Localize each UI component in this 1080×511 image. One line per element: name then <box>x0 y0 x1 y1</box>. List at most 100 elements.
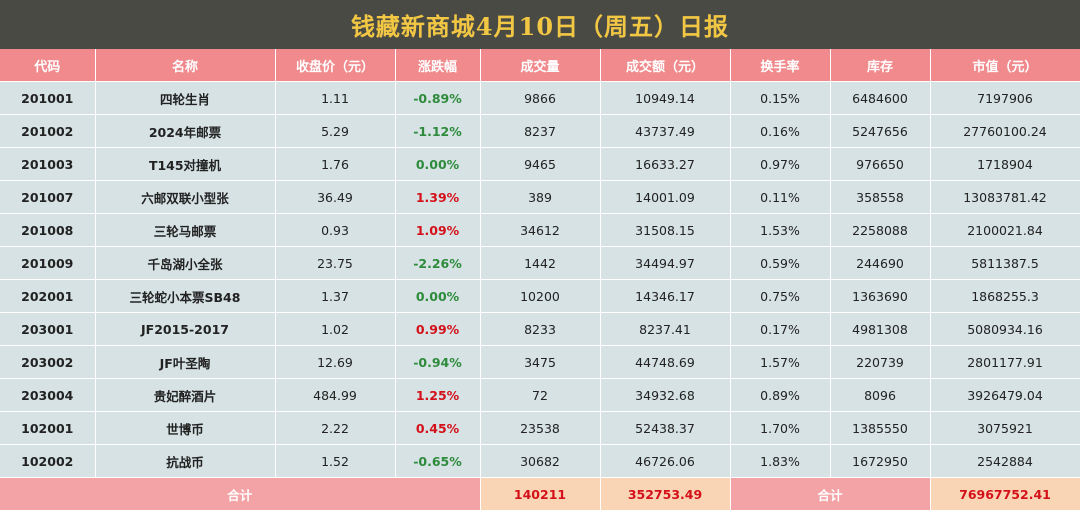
cell-name: T145对撞机 <box>95 147 276 181</box>
table-body: 201001 四轮生肖 1.11 -0.89% 9866 10949.14 0.15% 648… <box>0 81 1080 478</box>
cell-cap: 13083781.42 <box>930 180 1080 214</box>
cell-close: 484.99 <box>275 378 396 412</box>
cell-close: 2.22 <box>275 411 396 445</box>
cell-stock: 4981308 <box>830 312 931 346</box>
cell-stock: 2258088 <box>830 213 931 247</box>
header-turnover: 换手率 <box>730 49 831 82</box>
cell-volume: 23538 <box>480 411 601 445</box>
cell-volume: 8237 <box>480 114 601 148</box>
header-close: 收盘价（元） <box>275 49 396 82</box>
header-name: 名称 <box>95 49 276 82</box>
table-row: 201001 四轮生肖 1.11 -0.89% 9866 10949.14 0.15% 648… <box>0 81 1080 115</box>
cell-change: 0.00% <box>395 147 481 181</box>
total-amount: 352753.49 <box>600 477 731 511</box>
cell-cap: 3075921 <box>930 411 1080 445</box>
cell-stock: 1672950 <box>830 444 931 478</box>
table-row: 203001 JF2015-2017 1.02 0.99% 8233 8237.41 0.1… <box>0 312 1080 346</box>
table-row: 102002 抗战币 1.52 -0.65% 30682 46726.06 1.83% 167… <box>0 444 1080 478</box>
cell-volume: 72 <box>480 378 601 412</box>
cell-amount: 43737.49 <box>600 114 731 148</box>
cell-amount: 31508.15 <box>600 213 731 247</box>
cell-change: 0.99% <box>395 312 481 346</box>
header-change: 涨跌幅 <box>395 49 481 82</box>
cell-close: 0.93 <box>275 213 396 247</box>
cell-amount: 44748.69 <box>600 345 731 379</box>
table-row: 201009 千岛湖小全张 23.75 -2.26% 1442 34494.97 0.59%… <box>0 246 1080 280</box>
report-title: 钱藏新商城4月10日（周五）日报 <box>350 12 730 41</box>
header-cap: 市值（元） <box>930 49 1080 82</box>
cell-code: 201001 <box>0 81 96 115</box>
cell-volume: 389 <box>480 180 601 214</box>
cell-turnover: 1.53% <box>730 213 831 247</box>
cell-cap: 2100021.84 <box>930 213 1080 247</box>
cell-turnover: 0.75% <box>730 279 831 313</box>
cell-turnover: 0.97% <box>730 147 831 181</box>
cell-volume: 3475 <box>480 345 601 379</box>
cell-code: 201009 <box>0 246 96 280</box>
cell-name: 世博币 <box>95 411 276 445</box>
header-row: 代码 名称 收盘价（元） 涨跌幅 成交量 成交额（元） 换手率 库存 市值（元） <box>0 49 1080 82</box>
cell-cap: 7197906 <box>930 81 1080 115</box>
cell-volume: 9465 <box>480 147 601 181</box>
cell-turnover: 0.17% <box>730 312 831 346</box>
cell-amount: 14346.17 <box>600 279 731 313</box>
cell-name: 2024年邮票 <box>95 114 276 148</box>
cell-turnover: 0.59% <box>730 246 831 280</box>
total-row: 合计 140211 352753.49 合计 76967752.41 <box>0 477 1080 511</box>
cell-code: 202001 <box>0 279 96 313</box>
cell-name: JF2015-2017 <box>95 312 276 346</box>
cell-stock: 220739 <box>830 345 931 379</box>
cell-stock: 358558 <box>830 180 931 214</box>
header-volume: 成交量 <box>480 49 601 82</box>
cell-close: 1.11 <box>275 81 396 115</box>
total-label-left: 合计 <box>0 477 481 511</box>
cell-cap: 2801177.91 <box>930 345 1080 379</box>
cell-stock: 5247656 <box>830 114 931 148</box>
cell-cap: 5080934.16 <box>930 312 1080 346</box>
cell-close: 36.49 <box>275 180 396 214</box>
cell-name: 六邮双联小型张 <box>95 180 276 214</box>
cell-cap: 27760100.24 <box>930 114 1080 148</box>
cell-amount: 10949.14 <box>600 81 731 115</box>
cell-amount: 8237.41 <box>600 312 731 346</box>
cell-name: JF叶圣陶 <box>95 345 276 379</box>
cell-amount: 52438.37 <box>600 411 731 445</box>
cell-turnover: 0.16% <box>730 114 831 148</box>
cell-amount: 14001.09 <box>600 180 731 214</box>
cell-amount: 16633.27 <box>600 147 731 181</box>
cell-close: 5.29 <box>275 114 396 148</box>
cell-change: 1.25% <box>395 378 481 412</box>
cell-cap: 1718904 <box>930 147 1080 181</box>
cell-amount: 34494.97 <box>600 246 731 280</box>
cell-close: 12.69 <box>275 345 396 379</box>
cell-stock: 8096 <box>830 378 931 412</box>
table-row: 201002 2024年邮票 5.29 -1.12% 8237 43737.49 0.16%… <box>0 114 1080 148</box>
cell-cap: 3926479.04 <box>930 378 1080 412</box>
cell-volume: 1442 <box>480 246 601 280</box>
cell-code: 201003 <box>0 147 96 181</box>
header-code: 代码 <box>0 49 96 82</box>
cell-code: 203002 <box>0 345 96 379</box>
cell-code: 201002 <box>0 114 96 148</box>
cell-name: 贵妃醉酒片 <box>95 378 276 412</box>
cell-turnover: 0.15% <box>730 81 831 115</box>
cell-name: 抗战币 <box>95 444 276 478</box>
header-stock: 库存 <box>830 49 931 82</box>
cell-code: 203004 <box>0 378 96 412</box>
cell-change: -2.26% <box>395 246 481 280</box>
cell-close: 1.02 <box>275 312 396 346</box>
cell-change: 0.00% <box>395 279 481 313</box>
cell-change: 1.09% <box>395 213 481 247</box>
cell-amount: 34932.68 <box>600 378 731 412</box>
report-title-bar: 钱藏新商城4月10日（周五）日报 <box>0 0 1080 49</box>
cell-cap: 1868255.3 <box>930 279 1080 313</box>
cell-cap: 5811387.5 <box>930 246 1080 280</box>
cell-turnover: 1.57% <box>730 345 831 379</box>
total-volume: 140211 <box>480 477 601 511</box>
cell-amount: 46726.06 <box>600 444 731 478</box>
table-row: 201007 六邮双联小型张 36.49 1.39% 389 14001.09 0.11% 3… <box>0 180 1080 214</box>
table-row: 102001 世博币 2.22 0.45% 23538 52438.37 1.70% 1385… <box>0 411 1080 445</box>
daily-report-table: 代码 名称 收盘价（元） 涨跌幅 成交量 成交额（元） 换手率 库存 市值（元）… <box>0 49 1080 511</box>
cell-name: 三轮马邮票 <box>95 213 276 247</box>
cell-change: -0.89% <box>395 81 481 115</box>
